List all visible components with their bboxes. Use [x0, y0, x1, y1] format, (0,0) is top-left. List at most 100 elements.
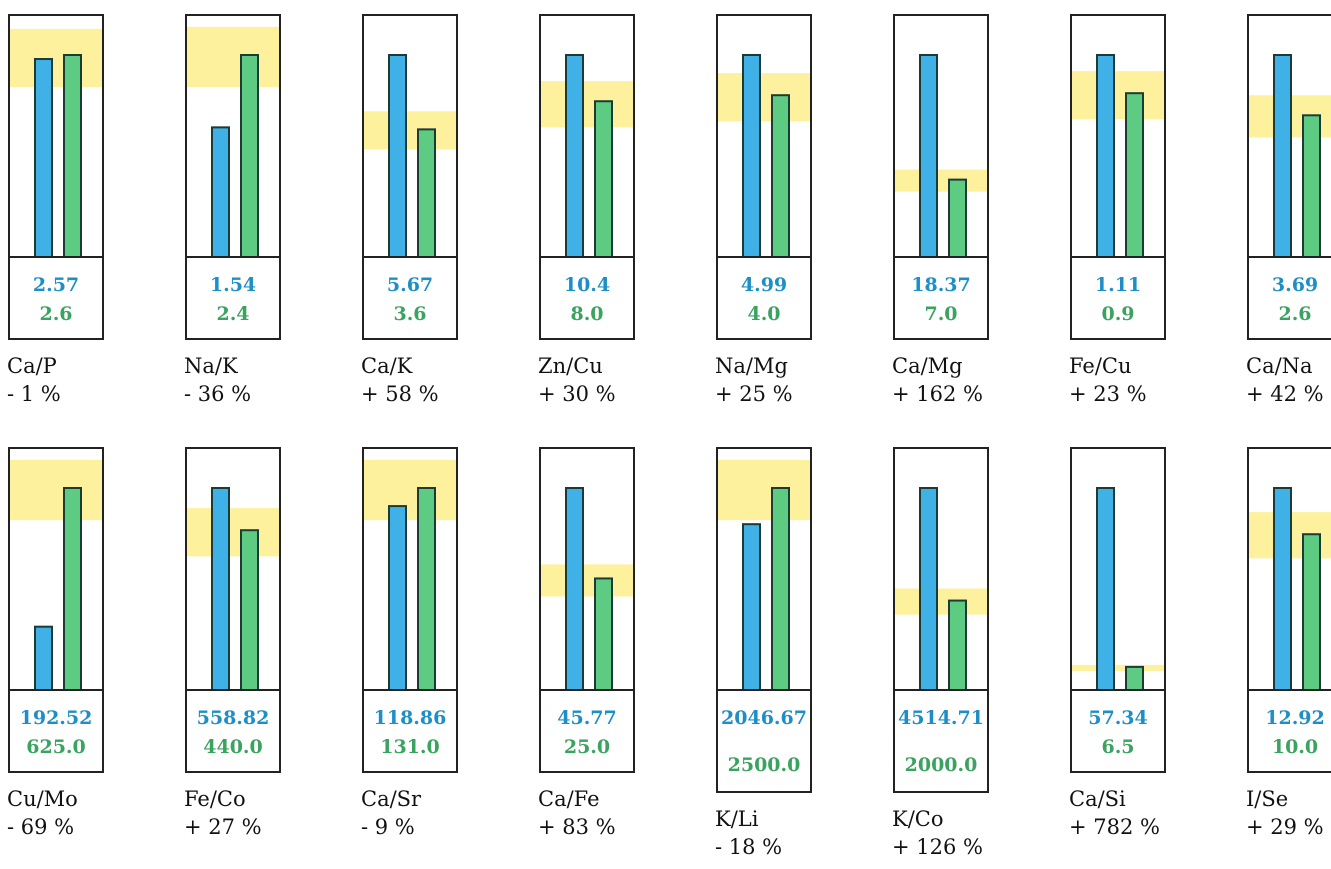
plot-area: [362, 447, 458, 693]
reference-range-band: [187, 26, 279, 88]
value-box: 4.99 4.0: [716, 256, 812, 340]
difference-label: + 30 %: [538, 382, 616, 406]
ratio-label: Ca/Mg: [892, 354, 963, 378]
measured-value: 45.77: [557, 707, 617, 729]
bar-plot: [895, 54, 987, 258]
measured-value: 118.86: [373, 707, 447, 729]
bar-plot: [541, 54, 633, 258]
reference-value: 0.9: [1101, 303, 1135, 325]
reference-value: 6.5: [1101, 736, 1135, 758]
measured-value: 2.57: [32, 274, 80, 296]
bar-plot: [1072, 487, 1164, 691]
reference-bar: [771, 94, 790, 258]
bar-plot: [10, 28, 102, 258]
value-box: 1.11 0.9: [1070, 256, 1166, 340]
reference-range-band: [1072, 71, 1164, 120]
ratio-label: Zn/Cu: [538, 354, 603, 378]
bar-plot: [364, 54, 456, 258]
difference-label: + 83 %: [538, 815, 616, 839]
bar-plot: [364, 459, 456, 691]
reference-range-band: [364, 111, 456, 150]
reference-bar: [948, 178, 967, 258]
difference-label: + 126 %: [892, 835, 983, 859]
measured-value: 3.69: [1271, 274, 1319, 296]
measured-value: 12.92: [1265, 707, 1325, 729]
value-box: 1.54 2.4: [185, 256, 281, 340]
plot-area: [362, 14, 458, 260]
reference-value: 131.0: [380, 736, 440, 758]
measured-value: 5.67: [386, 274, 434, 296]
measured-bar: [742, 523, 761, 691]
reference-bar: [417, 128, 436, 258]
reference-bar: [771, 487, 790, 691]
value-box: 2.57 2.6: [8, 256, 104, 340]
measured-value: 4514.71: [898, 707, 984, 729]
reference-bar: [594, 577, 613, 691]
value-box: 3.69 2.6: [1247, 256, 1331, 340]
reference-bar: [240, 529, 259, 691]
ratio-label: Na/K: [184, 354, 238, 378]
reference-bar: [594, 100, 613, 258]
measured-bar: [565, 54, 584, 258]
measured-bar: [34, 58, 53, 258]
reference-value: 2.4: [216, 303, 250, 325]
measured-bar: [34, 625, 53, 691]
bar-plot: [10, 459, 102, 691]
value-box: 10.4 8.0: [539, 256, 635, 340]
reference-range-band: [10, 28, 102, 88]
plot-area: [1070, 14, 1166, 260]
measured-value: 1.54: [209, 274, 257, 296]
reference-range-band: [187, 508, 279, 557]
plot-area: [893, 447, 989, 693]
plot-area: [539, 14, 635, 260]
measured-value: 558.82: [196, 707, 270, 729]
plot-area: [185, 14, 281, 260]
reference-value: 25.0: [563, 736, 611, 758]
ratio-label: I/Se: [1246, 787, 1289, 811]
measured-bar: [1096, 54, 1115, 258]
value-box: 12.92 10.0: [1247, 689, 1331, 773]
difference-label: + 27 %: [184, 815, 262, 839]
value-box: 5.67 3.6: [362, 256, 458, 340]
bar-plot: [541, 487, 633, 691]
measured-bar: [1096, 487, 1115, 691]
measured-bar: [211, 487, 230, 691]
reference-bar: [1125, 92, 1144, 258]
measured-value: 1.11: [1094, 274, 1142, 296]
value-box: 45.77 25.0: [539, 689, 635, 773]
reference-bar: [948, 599, 967, 691]
reference-bar: [1302, 114, 1321, 258]
reference-bar: [63, 54, 82, 258]
ratio-label: Na/Mg: [715, 354, 788, 378]
measured-bar: [565, 487, 584, 691]
measured-value: 192.52: [19, 707, 93, 729]
measured-value: 4.99: [740, 274, 788, 296]
reference-bar: [417, 487, 436, 691]
value-box: 57.34 6.5: [1070, 689, 1166, 773]
difference-label: + 23 %: [1069, 382, 1147, 406]
value-box: 2046.67 2500.0: [716, 689, 812, 793]
reference-range-band: [10, 459, 102, 521]
measured-bar: [388, 54, 407, 258]
reference-range-band: [1072, 664, 1164, 671]
reference-value: 8.0: [570, 303, 604, 325]
difference-label: - 18 %: [715, 835, 783, 859]
ratio-label: Ca/Sr: [361, 787, 422, 811]
value-box: 558.82 440.0: [185, 689, 281, 773]
ratio-label: Ca/P: [7, 354, 57, 378]
ratio-label: Cu/Mo: [7, 787, 78, 811]
reference-bar: [63, 487, 82, 691]
plot-area: [8, 14, 104, 260]
plot-area: [893, 14, 989, 260]
measured-value: 2046.67: [721, 707, 807, 729]
bar-plot: [895, 487, 987, 691]
reference-range-band: [541, 564, 633, 597]
reference-value: 2.6: [39, 303, 73, 325]
bar-plot: [187, 487, 279, 691]
reference-value: 625.0: [26, 736, 86, 758]
reference-bar: [1302, 533, 1321, 691]
measured-bar: [919, 487, 938, 691]
difference-label: - 36 %: [184, 382, 252, 406]
difference-label: + 29 %: [1246, 815, 1324, 839]
bar-plot: [1072, 54, 1164, 258]
